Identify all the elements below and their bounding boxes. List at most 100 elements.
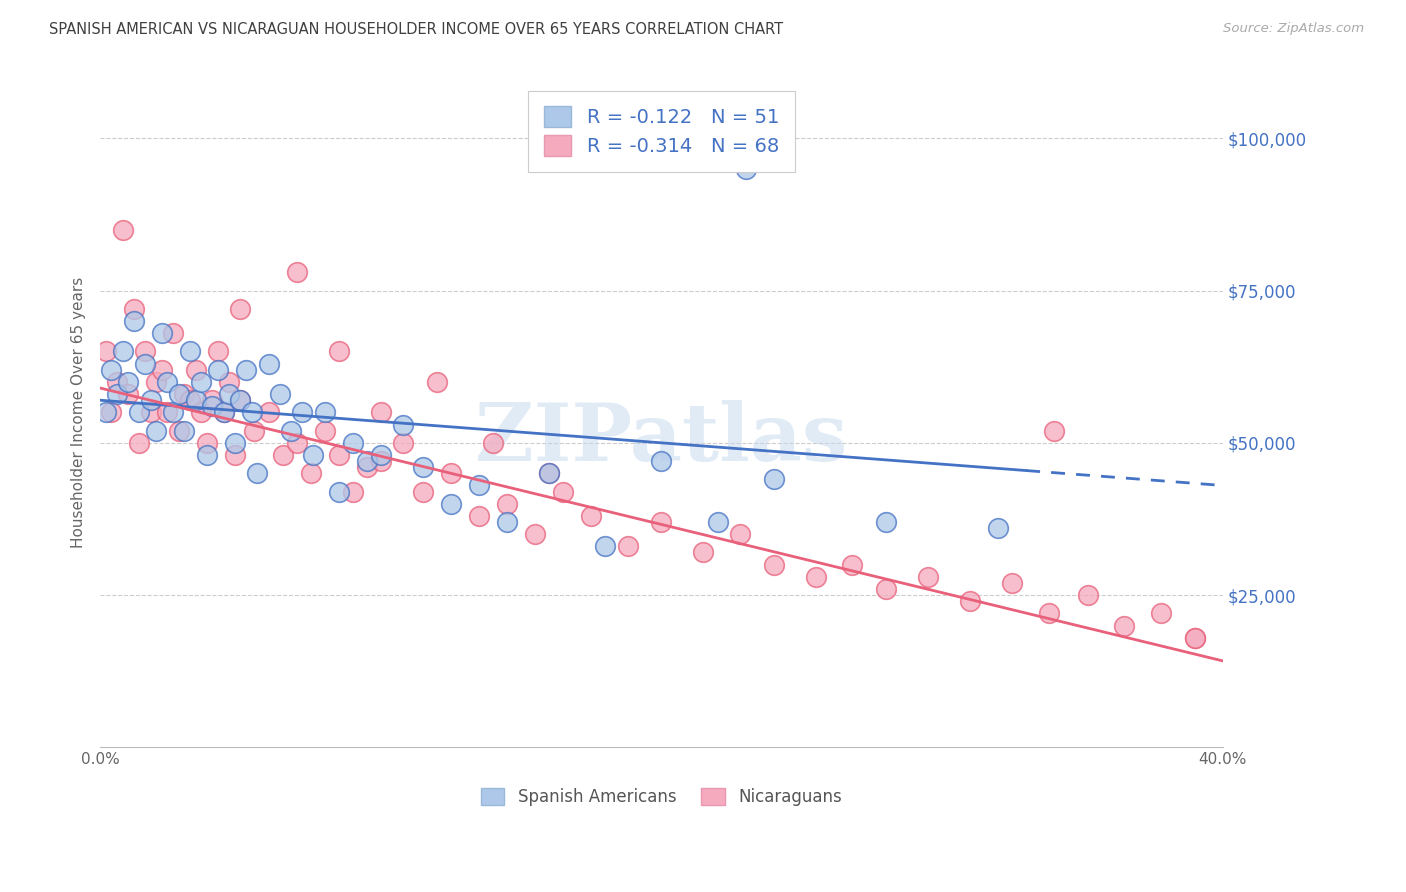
Point <box>240 405 263 419</box>
Point <box>1001 575 1024 590</box>
Point <box>105 387 128 401</box>
Point <box>342 435 364 450</box>
Point <box>356 454 378 468</box>
Point <box>224 448 246 462</box>
Point <box>496 497 519 511</box>
Point <box>190 405 212 419</box>
Point <box>134 344 156 359</box>
Point <box>392 417 415 432</box>
Point <box>728 527 751 541</box>
Point <box>167 424 190 438</box>
Point <box>145 375 167 389</box>
Point <box>207 363 229 377</box>
Point <box>229 301 252 316</box>
Point <box>1077 588 1099 602</box>
Point <box>167 387 190 401</box>
Point <box>482 435 505 450</box>
Point <box>302 448 325 462</box>
Point <box>616 540 638 554</box>
Point <box>468 478 491 492</box>
Point <box>201 399 224 413</box>
Point <box>553 484 575 499</box>
Point <box>593 540 616 554</box>
Point <box>94 344 117 359</box>
Point <box>139 393 162 408</box>
Point <box>412 460 434 475</box>
Point <box>356 460 378 475</box>
Point <box>207 344 229 359</box>
Point <box>841 558 863 572</box>
Text: ZIPatlas: ZIPatlas <box>475 401 848 478</box>
Point <box>285 435 308 450</box>
Point <box>134 357 156 371</box>
Point <box>538 467 561 481</box>
Point <box>105 375 128 389</box>
Point <box>122 301 145 316</box>
Point <box>280 424 302 438</box>
Point <box>496 515 519 529</box>
Point <box>195 435 218 450</box>
Point <box>243 424 266 438</box>
Point <box>94 405 117 419</box>
Point <box>173 387 195 401</box>
Point <box>342 484 364 499</box>
Point <box>190 375 212 389</box>
Point <box>392 435 415 450</box>
Point <box>328 344 350 359</box>
Legend: Spanish Americans, Nicaraguans: Spanish Americans, Nicaraguans <box>474 781 848 813</box>
Point <box>218 387 240 401</box>
Point <box>173 424 195 438</box>
Point <box>426 375 449 389</box>
Point <box>314 405 336 419</box>
Point <box>370 405 392 419</box>
Point <box>162 326 184 341</box>
Point <box>370 448 392 462</box>
Point <box>257 405 280 419</box>
Point <box>440 497 463 511</box>
Point <box>184 393 207 408</box>
Point <box>117 387 139 401</box>
Point <box>959 594 981 608</box>
Point <box>650 515 672 529</box>
Point <box>706 515 728 529</box>
Point <box>581 508 603 523</box>
Point <box>195 448 218 462</box>
Point <box>1184 631 1206 645</box>
Point <box>370 454 392 468</box>
Point <box>1043 424 1066 438</box>
Point <box>412 484 434 499</box>
Point <box>468 508 491 523</box>
Point <box>285 265 308 279</box>
Point <box>229 393 252 408</box>
Point <box>1114 618 1136 632</box>
Point <box>538 467 561 481</box>
Point <box>269 387 291 401</box>
Point <box>179 344 201 359</box>
Point <box>156 405 179 419</box>
Point <box>257 357 280 371</box>
Point <box>162 405 184 419</box>
Point <box>122 314 145 328</box>
Point <box>1184 631 1206 645</box>
Point <box>128 405 150 419</box>
Point <box>328 448 350 462</box>
Point <box>246 467 269 481</box>
Point <box>229 393 252 408</box>
Text: Source: ZipAtlas.com: Source: ZipAtlas.com <box>1223 22 1364 36</box>
Point <box>1150 607 1173 621</box>
Point <box>100 363 122 377</box>
Point <box>271 448 294 462</box>
Point <box>762 472 785 486</box>
Point <box>734 161 756 176</box>
Point <box>212 405 235 419</box>
Point <box>150 326 173 341</box>
Point <box>201 393 224 408</box>
Point <box>650 454 672 468</box>
Point <box>111 344 134 359</box>
Point <box>145 424 167 438</box>
Y-axis label: Householder Income Over 65 years: Householder Income Over 65 years <box>72 277 86 548</box>
Point <box>291 405 314 419</box>
Point <box>987 521 1010 535</box>
Point <box>1038 607 1060 621</box>
Point <box>917 570 939 584</box>
